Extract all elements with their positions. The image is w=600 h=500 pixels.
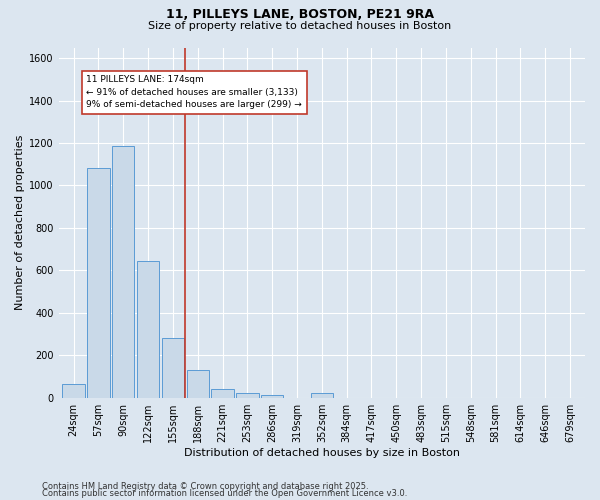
Bar [112,146,134,398]
Bar [261,394,283,398]
Bar [62,384,85,398]
Bar [311,394,333,398]
Bar [87,168,110,398]
Text: 11 PILLEYS LANE: 174sqm
← 91% of detached houses are smaller (3,133)
9% of semi-: 11 PILLEYS LANE: 174sqm ← 91% of detache… [86,75,302,109]
X-axis label: Distribution of detached houses by size in Boston: Distribution of detached houses by size … [184,448,460,458]
Bar [137,261,159,398]
Text: Contains HM Land Registry data © Crown copyright and database right 2025.: Contains HM Land Registry data © Crown c… [42,482,368,491]
Text: Contains public sector information licensed under the Open Government Licence v3: Contains public sector information licen… [42,490,407,498]
Bar [236,394,259,398]
Bar [187,370,209,398]
Y-axis label: Number of detached properties: Number of detached properties [15,135,25,310]
Bar [161,338,184,398]
Text: 11, PILLEYS LANE, BOSTON, PE21 9RA: 11, PILLEYS LANE, BOSTON, PE21 9RA [166,8,434,20]
Text: Size of property relative to detached houses in Boston: Size of property relative to detached ho… [148,21,452,31]
Bar [211,389,233,398]
